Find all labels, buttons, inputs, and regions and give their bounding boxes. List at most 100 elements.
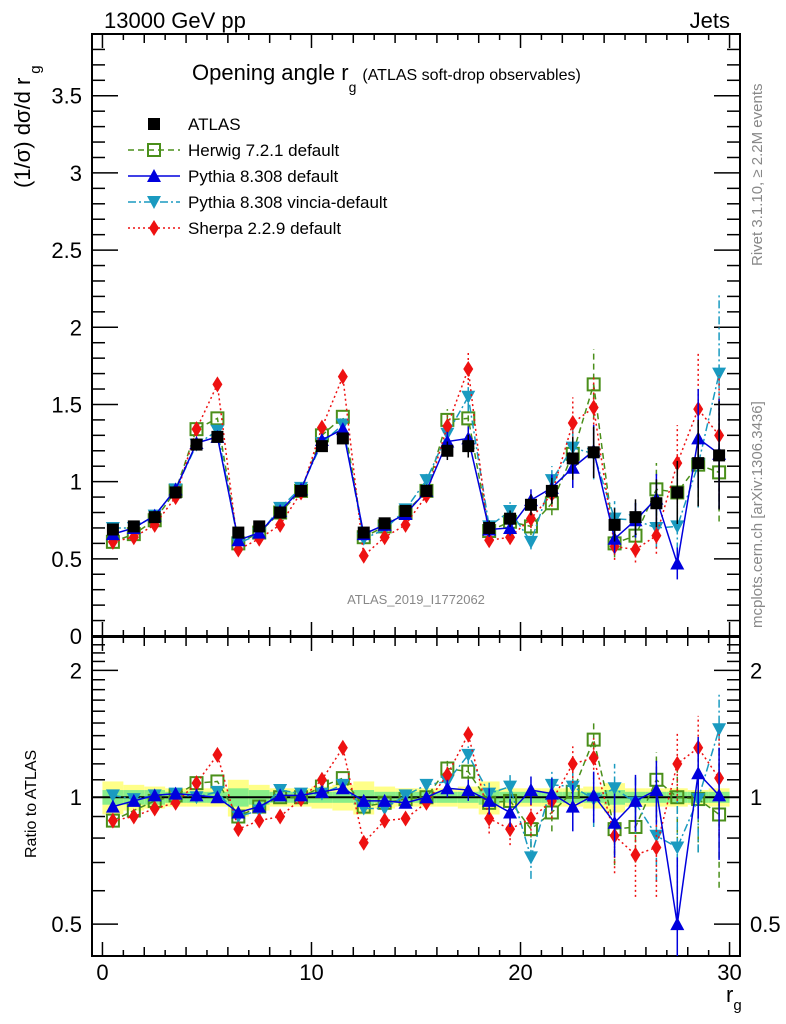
ratio-point bbox=[275, 808, 286, 825]
data-point bbox=[670, 556, 685, 570]
ratio-point bbox=[356, 793, 371, 807]
ratio-y-tick-label: 1 bbox=[70, 785, 82, 810]
series-atlas bbox=[106, 401, 726, 542]
ratio-y-axis-label: Ratio to ATLAS bbox=[23, 750, 40, 858]
data-point bbox=[524, 498, 537, 511]
ratio-point bbox=[670, 841, 685, 855]
ratio-point bbox=[191, 775, 202, 792]
chart-title-suffix: (ATLAS soft-drop observables) bbox=[362, 67, 580, 84]
ratio-point bbox=[440, 781, 455, 795]
ratio-point bbox=[628, 793, 643, 807]
ratio-point bbox=[607, 815, 622, 829]
ratio-point bbox=[337, 739, 348, 756]
data-point bbox=[463, 360, 474, 377]
ratio-point bbox=[670, 790, 685, 805]
data-point bbox=[106, 523, 119, 536]
y-tick-label: 2.5 bbox=[51, 238, 82, 263]
ratio-point bbox=[672, 755, 683, 772]
ratio-y-tick-label: 2 bbox=[70, 658, 82, 683]
data-point bbox=[525, 510, 536, 527]
ratio-point bbox=[126, 793, 141, 807]
axes: 0 10 20 30 0 0.5 1 1.5 2 2.5 3 3.5 0.5 0.5 1 1 2 2 bbox=[51, 33, 781, 985]
data-point bbox=[232, 526, 245, 539]
data-point bbox=[483, 521, 496, 534]
ratio-y-tick-label-right: 1 bbox=[750, 785, 762, 810]
data-point bbox=[588, 399, 599, 416]
data-point bbox=[630, 541, 641, 558]
data-point bbox=[212, 376, 223, 393]
x-tick-label: 10 bbox=[299, 960, 323, 985]
data-point bbox=[379, 529, 390, 546]
ratio-point bbox=[651, 839, 662, 856]
data-point bbox=[504, 512, 517, 525]
ratio-point bbox=[442, 766, 453, 783]
data-point bbox=[651, 527, 662, 544]
ratio-point bbox=[419, 778, 434, 792]
data-point bbox=[275, 516, 286, 533]
ratio-point bbox=[212, 746, 223, 763]
y-tick-label: 0 bbox=[70, 624, 82, 649]
data-point bbox=[231, 533, 246, 547]
data-point bbox=[670, 520, 685, 534]
ratio-point bbox=[461, 783, 476, 797]
ratio-point bbox=[544, 786, 559, 800]
ratio-point bbox=[484, 810, 495, 827]
data-point bbox=[692, 457, 705, 470]
ratio-point bbox=[482, 793, 497, 807]
x-axis-label: rg bbox=[726, 982, 742, 1014]
ratio-point bbox=[254, 812, 265, 829]
ratio-point bbox=[233, 821, 244, 838]
ratio-point bbox=[316, 771, 327, 788]
main-series bbox=[105, 294, 727, 580]
ratio-point bbox=[463, 726, 474, 743]
y-axis-label-main: (1/σ) dσ/d r bbox=[10, 78, 35, 188]
ratio-point bbox=[565, 799, 580, 813]
ratio-y-tick-label-right: 0.5 bbox=[750, 912, 781, 937]
data-point bbox=[608, 518, 621, 531]
data-point bbox=[650, 497, 663, 510]
chart-title-sub: g bbox=[349, 79, 357, 95]
data-point bbox=[337, 368, 348, 385]
ratio-point bbox=[105, 799, 120, 813]
legend-item: ATLAS bbox=[148, 115, 241, 134]
data-point bbox=[399, 504, 412, 517]
legend-item: Sherpa 2.2.9 default bbox=[128, 219, 341, 238]
data-point bbox=[629, 511, 642, 524]
legend-label: Herwig 7.2.1 default bbox=[188, 141, 339, 160]
ratio-line bbox=[112, 737, 720, 831]
ratio-point bbox=[294, 788, 309, 802]
data-point bbox=[713, 449, 726, 462]
legend: ATLAS Herwig 7.2.1 default Pythia 8.308 de… bbox=[128, 115, 388, 238]
legend-item: Pythia 8.308 vincia-default bbox=[128, 193, 388, 212]
y-tick-label: 3 bbox=[70, 161, 82, 186]
legend-label: Pythia 8.308 vincia-default bbox=[188, 193, 388, 212]
data-point bbox=[419, 474, 434, 488]
ratio-point bbox=[252, 799, 267, 813]
data-point bbox=[295, 484, 308, 497]
ratio-point bbox=[712, 723, 727, 737]
ratio-point bbox=[649, 783, 664, 797]
ratio-point bbox=[210, 790, 225, 804]
series-line bbox=[112, 368, 720, 558]
legend-label: Pythia 8.308 default bbox=[188, 167, 339, 186]
ratio-point bbox=[505, 821, 516, 838]
legend-marker bbox=[147, 169, 161, 182]
series-line bbox=[112, 428, 720, 564]
ratio-point bbox=[147, 788, 162, 802]
data-point bbox=[441, 444, 454, 457]
data-point bbox=[587, 446, 600, 459]
y-axis-label: (1/σ) dσ/d r g bbox=[10, 65, 44, 188]
ratio-series bbox=[105, 694, 727, 956]
legend-marker bbox=[149, 220, 159, 236]
ratio-point bbox=[630, 846, 641, 863]
data-point bbox=[358, 547, 369, 564]
x-axis-label-sub: g bbox=[733, 997, 741, 1014]
ratio-point bbox=[607, 782, 622, 796]
legend-item: Herwig 7.2.1 default bbox=[128, 141, 339, 160]
ratio-y-tick-label: 0.5 bbox=[51, 912, 82, 937]
data-point bbox=[712, 367, 727, 381]
ratio-point bbox=[567, 755, 578, 772]
ratio-point bbox=[358, 834, 369, 851]
data-point bbox=[566, 452, 579, 465]
